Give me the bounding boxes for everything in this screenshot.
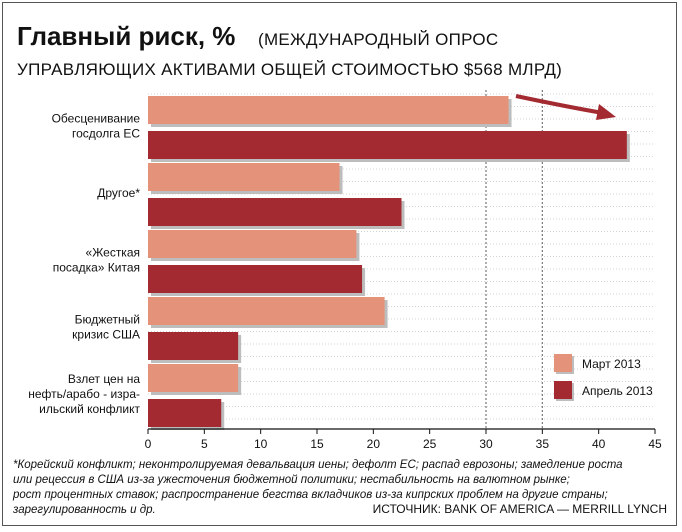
x-tick-label: 15 <box>310 437 324 451</box>
bar-march-1 <box>148 163 340 191</box>
chart-title: Главный риск, % <box>17 21 235 51</box>
x-tick-label: 0 <box>145 437 152 451</box>
bar-april-3 <box>148 332 239 360</box>
bar-march-4 <box>148 364 239 392</box>
category-label: Обесценивание <box>52 112 141 126</box>
bar-april-0 <box>148 131 627 159</box>
x-tick-label: 30 <box>479 437 493 451</box>
x-tick-label: 25 <box>423 437 437 451</box>
bar-march-3 <box>148 297 385 325</box>
legend-label-march: Март 2013 <box>582 357 641 371</box>
bar-april-2 <box>148 265 363 293</box>
category-label: Другое* <box>97 186 140 200</box>
category-label: Взлет цен на <box>68 372 140 386</box>
category-label: Бюджетный <box>75 313 140 327</box>
trend-arrow <box>515 94 604 115</box>
x-tick-label: 5 <box>201 437 208 451</box>
category-label: госдолга ЕС <box>72 127 140 141</box>
x-tick-label: 10 <box>254 437 268 451</box>
chart-svg: Главный риск, % (МЕЖДУНАРОДНЫЙ ОПРОС УПР… <box>12 21 667 516</box>
x-tick-label: 40 <box>592 437 606 451</box>
footnote-line-4: зарегулированность и др. <box>12 504 156 516</box>
chart-subtitle-line2: УПРАВЛЯЮЩИХ АКТИВАМИ ОБЩЕЙ СТОИМОСТЬЮ $5… <box>17 60 562 79</box>
chart-subtitle-line1: (МЕЖДУНАРОДНЫЙ ОПРОС <box>258 30 498 49</box>
x-tick-label: 20 <box>367 437 381 451</box>
footnote: *Корейский конфликт; неконтролируемая де… <box>12 459 623 516</box>
trend-arrow-head <box>596 104 616 120</box>
footnote-line-1: *Корейский конфликт; неконтролируемая де… <box>13 459 623 471</box>
bar-april-4 <box>148 399 222 427</box>
category-label: ильский конфликт <box>39 402 140 416</box>
bar-march-2 <box>148 230 357 258</box>
legend-swatch-april <box>554 381 572 399</box>
bar-april-1 <box>148 198 402 226</box>
x-tick-label: 35 <box>536 437 550 451</box>
bar-march-0 <box>148 96 509 124</box>
x-tick-label: 45 <box>648 437 662 451</box>
category-label: «Жесткая <box>86 246 140 260</box>
chart-card: Главный риск, % (МЕЖДУНАРОДНЫЙ ОПРОС УПР… <box>2 2 677 526</box>
source-label: ИСТОЧНИК: BANK OF AMERICA — MERRILL LYNC… <box>373 502 667 516</box>
legend-label-april: Апрель 2013 <box>582 384 653 398</box>
category-label: нефть/арабо - изра- <box>28 387 140 401</box>
category-label: посадка» Китая <box>53 261 140 275</box>
legend-swatch-march <box>554 354 572 372</box>
footnote-line-3: рост процентных ставок; распространение … <box>12 489 608 501</box>
footnote-line-2: или рецессия в США из-за ужесточения бюд… <box>13 474 570 486</box>
category-label: кризис США <box>72 328 140 342</box>
